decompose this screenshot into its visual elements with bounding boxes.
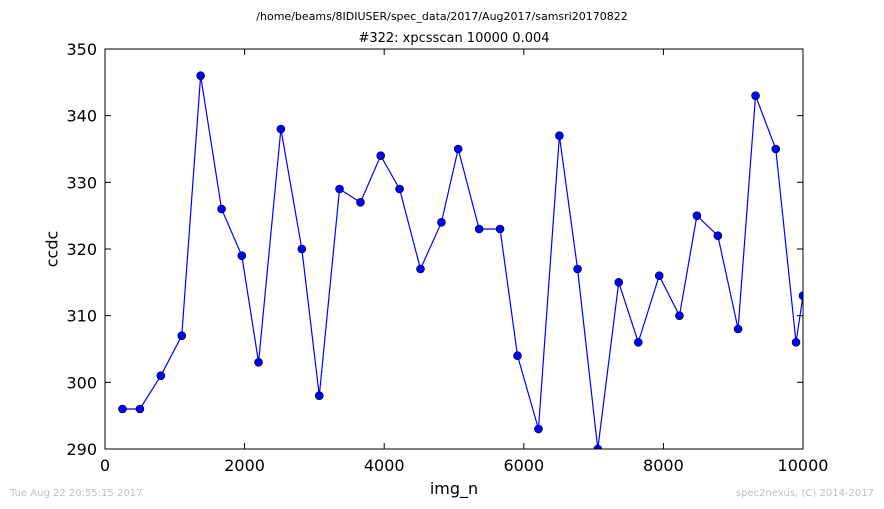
- data-point: [791, 338, 801, 347]
- data-point: [692, 211, 702, 220]
- x-tick-label: 2000: [224, 456, 265, 475]
- x-tick-label: 4000: [364, 456, 405, 475]
- y-tick-label: 320: [66, 240, 97, 259]
- chart-suptitle: /home/beams/8IDIUSER/spec_data/2017/Aug2…: [256, 10, 628, 23]
- data-point: [297, 244, 307, 254]
- data-point: [593, 444, 603, 449]
- series-line: [122, 75, 803, 449]
- x-tick-label: 8000: [643, 456, 684, 475]
- data-point: [453, 144, 463, 154]
- data-point: [654, 271, 664, 280]
- data-point: [534, 424, 543, 434]
- data-point: [555, 131, 564, 140]
- data-point: [713, 231, 723, 240]
- data-point: [513, 351, 522, 360]
- data-series: [118, 71, 803, 449]
- data-point: [177, 331, 187, 340]
- y-tick-label: 340: [66, 107, 97, 126]
- x-axis-label: img_n: [429, 479, 479, 498]
- axis-ticks: 0 2000 4000 6000 8000 10000 290 300 310 320 330 340…: [66, 40, 828, 475]
- data-point: [395, 184, 404, 194]
- data-point: [335, 184, 344, 194]
- data-point: [474, 224, 484, 234]
- axes-frame: [104, 48, 804, 450]
- y-tick-label: 300: [66, 373, 97, 392]
- data-point: [135, 404, 145, 414]
- data-point: [751, 91, 760, 100]
- data-point: [217, 204, 226, 214]
- y-tick-label: 350: [66, 40, 97, 59]
- data-point: [196, 71, 205, 80]
- y-tick-label: 290: [66, 440, 97, 459]
- data-point: [118, 404, 127, 414]
- x-tick-label: 10000: [778, 456, 829, 475]
- data-point: [416, 264, 425, 274]
- y-axis-label: ccdc: [42, 230, 62, 268]
- footer-credit: spec2nexus, (C) 2014-2017: [735, 488, 874, 499]
- footer-timestamp: Tue Aug 22 20:55:15 2017: [10, 488, 143, 499]
- data-point: [254, 358, 263, 367]
- data-point: [356, 198, 365, 207]
- data-point: [156, 371, 166, 380]
- data-point: [733, 324, 743, 334]
- x-tick-label: 0: [100, 456, 110, 475]
- data-point: [437, 218, 446, 227]
- data-point: [573, 264, 582, 274]
- y-tick-label: 310: [66, 307, 97, 326]
- x-tick-label: 6000: [503, 456, 544, 475]
- chart-title: #322: xpcsscan 10000 0.004: [358, 31, 550, 46]
- data-point: [675, 311, 684, 320]
- data-point: [633, 338, 643, 347]
- data-point: [237, 251, 247, 260]
- data-point: [276, 124, 286, 134]
- data-point: [495, 224, 505, 234]
- data-point: [798, 291, 803, 300]
- y-tick-label: 330: [66, 173, 97, 192]
- data-point: [614, 278, 624, 287]
- data-point: [771, 144, 781, 154]
- data-point: [314, 391, 324, 400]
- data-point: [376, 151, 386, 160]
